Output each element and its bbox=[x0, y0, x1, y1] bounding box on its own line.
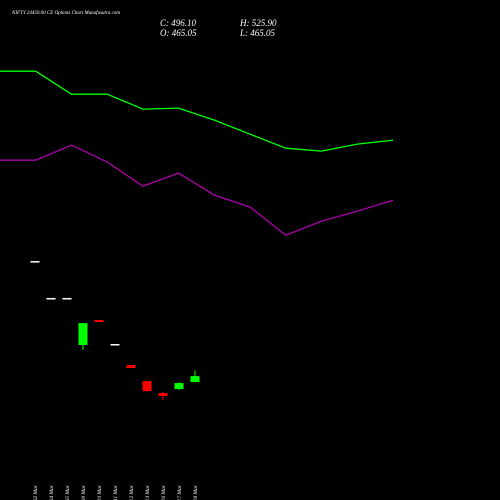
x-tick-label: 18 Mar bbox=[193, 484, 199, 500]
x-tick-label: 12 Mar bbox=[129, 484, 135, 500]
candle-body bbox=[46, 298, 56, 300]
candle-body bbox=[110, 344, 120, 346]
candle-body bbox=[78, 323, 88, 345]
chart-title: NIFTY 24450.00 CE Options Chart Munafasu… bbox=[11, 11, 120, 16]
candle-body bbox=[142, 381, 152, 391]
high-label: H: 525.90 bbox=[239, 18, 277, 28]
candle-body bbox=[126, 365, 136, 368]
candle-body bbox=[158, 393, 168, 397]
candle-body bbox=[94, 320, 104, 322]
x-tick-label: 09 Mar bbox=[81, 484, 87, 500]
close-label: C: 496.10 bbox=[160, 18, 197, 28]
open-label: O: 465.05 bbox=[160, 28, 197, 38]
x-tick-label: 04 Mar bbox=[48, 484, 55, 500]
x-tick-label: 16 Mar bbox=[161, 484, 167, 500]
x-tick-label: 17 Mar bbox=[177, 484, 183, 500]
x-tick-label: 02 Mar bbox=[33, 484, 39, 500]
x-tick-label: 10 Mar bbox=[97, 484, 103, 500]
x-tick-label: 05 Mar bbox=[65, 484, 71, 500]
low-label: L: 465.05 bbox=[239, 28, 276, 38]
x-tick-label: 13 Mar bbox=[145, 484, 151, 500]
candle-body bbox=[190, 376, 200, 383]
candle-body bbox=[62, 298, 72, 300]
candle-body bbox=[30, 261, 40, 263]
candle-body bbox=[174, 383, 184, 390]
x-tick-label: 11 Mar bbox=[113, 484, 119, 500]
indicator-line bbox=[0, 144, 394, 236]
indicator-line bbox=[0, 70, 394, 152]
